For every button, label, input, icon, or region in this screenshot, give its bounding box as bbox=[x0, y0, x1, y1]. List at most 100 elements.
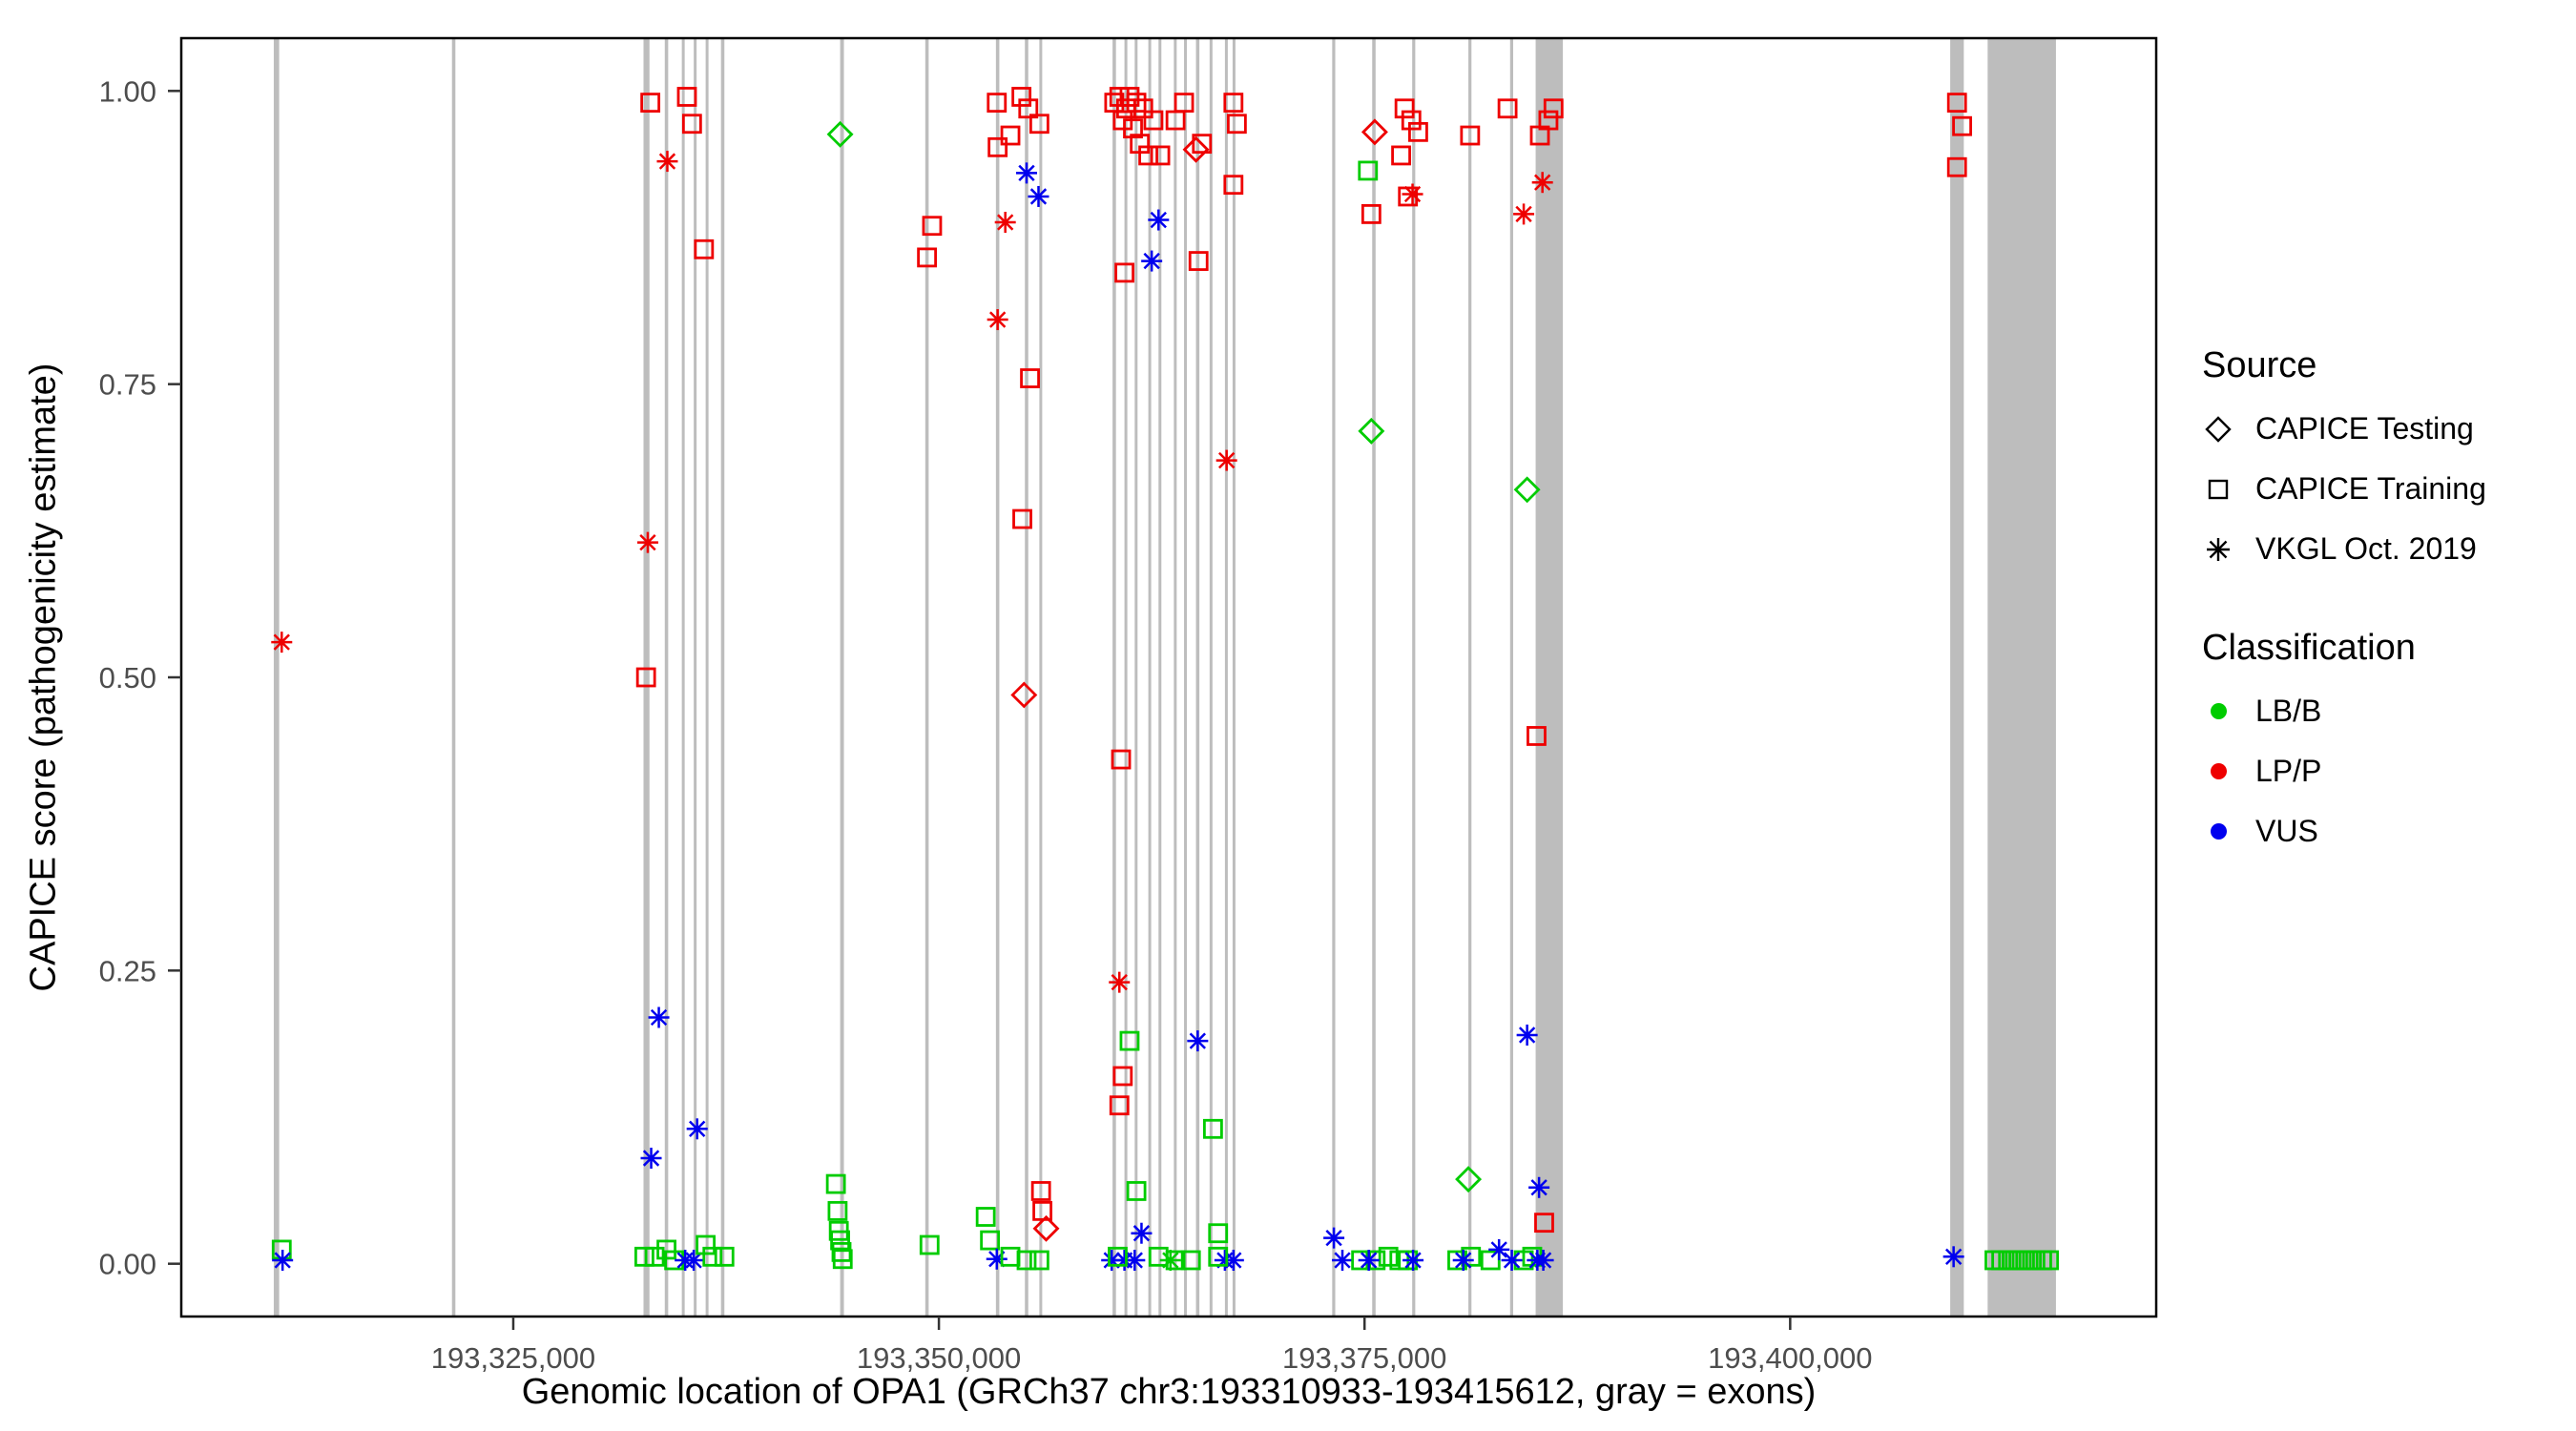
data-point bbox=[1188, 251, 1209, 271]
data-point bbox=[1192, 134, 1213, 155]
legend-item-label: CAPICE Training bbox=[2255, 471, 2486, 506]
exon-region bbox=[694, 38, 697, 1317]
data-point bbox=[1126, 93, 1147, 114]
exon-region bbox=[1412, 38, 1416, 1317]
data-point bbox=[917, 247, 938, 268]
data-point bbox=[1543, 98, 1564, 119]
data-point bbox=[1497, 98, 1518, 119]
legend-item-label: CAPICE Testing bbox=[2255, 411, 2474, 446]
data-point bbox=[1223, 175, 1244, 196]
data-point bbox=[1028, 185, 1049, 207]
data-point bbox=[1187, 1030, 1209, 1052]
legend-item-lpp: LP/P bbox=[2202, 754, 2574, 789]
data-point bbox=[1032, 1214, 1060, 1242]
exon-region bbox=[273, 38, 280, 1317]
legend-source-block: Source CAPICE Testing CAPICE Training bbox=[2202, 345, 2574, 567]
data-point bbox=[714, 1246, 735, 1267]
data-point bbox=[1402, 1249, 1424, 1271]
red-dot-icon bbox=[2202, 756, 2234, 788]
data-point bbox=[2039, 1250, 2059, 1271]
data-point bbox=[1032, 1200, 1052, 1221]
data-point bbox=[1123, 118, 1143, 139]
data-point bbox=[1012, 508, 1032, 529]
data-point bbox=[271, 632, 293, 653]
data-point bbox=[635, 667, 656, 688]
legend-item-capice-testing: CAPICE Testing bbox=[2202, 411, 2574, 446]
data-point bbox=[1131, 1222, 1153, 1244]
data-point bbox=[1358, 160, 1379, 181]
data-point bbox=[1361, 204, 1381, 224]
data-point bbox=[1513, 203, 1535, 225]
exon-region bbox=[1039, 38, 1043, 1317]
exon-region bbox=[995, 38, 1000, 1317]
data-point bbox=[832, 1249, 853, 1270]
data-point bbox=[1108, 1246, 1128, 1267]
data-point bbox=[919, 1234, 940, 1255]
data-point bbox=[1391, 145, 1411, 166]
legend-item-label: VUS bbox=[2255, 814, 2318, 848]
blue-dot-icon bbox=[2202, 816, 2234, 848]
y-tick-label: 0.00 bbox=[99, 1248, 156, 1281]
data-point bbox=[826, 120, 854, 148]
data-point bbox=[1531, 172, 1553, 194]
data-point bbox=[640, 93, 661, 114]
exon-region bbox=[1025, 38, 1028, 1317]
asterisk-icon bbox=[2202, 533, 2234, 566]
exon-region bbox=[1468, 38, 1472, 1317]
data-point bbox=[1119, 1030, 1140, 1051]
exon-region bbox=[1195, 38, 1200, 1317]
exon-region bbox=[1950, 38, 1964, 1317]
data-point bbox=[1455, 1166, 1483, 1193]
legend: Source CAPICE Testing CAPICE Training bbox=[2202, 345, 2574, 910]
data-point bbox=[987, 93, 1008, 114]
x-tick-label: 193,400,000 bbox=[1708, 1341, 1872, 1375]
exon-region bbox=[1158, 38, 1162, 1317]
data-point bbox=[1011, 87, 1032, 107]
legend-item-label: VKGL Oct. 2019 bbox=[2255, 531, 2477, 566]
data-point bbox=[1528, 1176, 1550, 1198]
data-point bbox=[1208, 1223, 1229, 1244]
data-point bbox=[1361, 118, 1388, 146]
y-tick-label: 0.50 bbox=[99, 661, 156, 695]
legend-item-capice-training: CAPICE Training bbox=[2202, 471, 2574, 507]
data-point bbox=[1452, 1249, 1474, 1271]
data-point bbox=[1480, 1250, 1501, 1271]
data-point bbox=[1000, 125, 1021, 146]
data-point bbox=[1109, 1095, 1130, 1116]
data-point bbox=[825, 1173, 846, 1194]
data-point bbox=[1358, 417, 1385, 445]
data-point bbox=[922, 216, 943, 237]
y-tick-label: 0.25 bbox=[99, 954, 156, 987]
data-point bbox=[827, 1200, 848, 1221]
legend-classification-block: Classification LB/B LP/P VUS bbox=[2202, 628, 2574, 849]
data-point bbox=[1111, 749, 1132, 770]
data-point bbox=[1222, 1249, 1244, 1271]
data-point bbox=[656, 151, 678, 173]
data-point bbox=[1126, 1181, 1147, 1201]
data-point bbox=[681, 114, 702, 135]
legend-item-vus: VUS bbox=[2202, 814, 2574, 849]
data-point bbox=[1942, 1246, 1964, 1268]
exon-region bbox=[1174, 38, 1177, 1317]
exon-region bbox=[1332, 38, 1336, 1317]
legend-item-label: LP/P bbox=[2255, 754, 2322, 788]
exon-region bbox=[1535, 38, 1564, 1317]
data-point bbox=[1401, 110, 1422, 131]
data-point bbox=[1028, 114, 1049, 135]
exon-region bbox=[681, 38, 685, 1317]
data-point bbox=[1000, 1246, 1021, 1267]
data-point bbox=[1332, 1249, 1354, 1271]
exon-region bbox=[1112, 38, 1116, 1317]
data-point bbox=[830, 1230, 850, 1251]
data-point bbox=[1501, 1249, 1523, 1271]
data-point bbox=[1215, 449, 1237, 471]
data-point bbox=[1460, 125, 1481, 146]
data-point bbox=[1182, 135, 1210, 163]
data-point bbox=[686, 1118, 708, 1140]
y-tick-label: 0.75 bbox=[99, 368, 156, 402]
x-axis-title: Genomic location of OPA1 (GRCh37 chr3:19… bbox=[521, 1372, 1817, 1412]
exon-region bbox=[1372, 38, 1376, 1317]
data-point bbox=[1516, 1024, 1538, 1046]
exon-region bbox=[1209, 38, 1213, 1317]
y-tick-label: 1.00 bbox=[99, 74, 156, 108]
